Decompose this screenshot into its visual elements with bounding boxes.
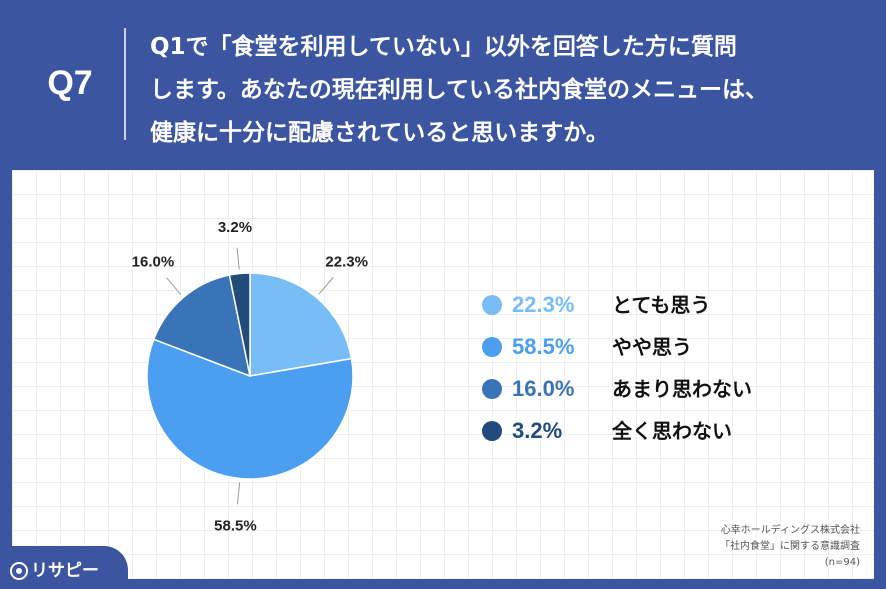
legend-swatch	[482, 421, 502, 441]
leader-line-somewhat	[236, 482, 241, 505]
legend-percent: 16.0%	[512, 376, 575, 401]
question-number: Q7	[47, 64, 93, 102]
pie-slice-not-much	[152, 274, 252, 378]
brand-logo: リサピー	[10, 556, 99, 581]
legend-swatch	[482, 295, 502, 315]
logo-pin-icon	[10, 562, 28, 580]
source-sample-size: (n=94)	[824, 557, 860, 568]
legend-percent: 58.5%	[512, 334, 575, 359]
chart-panel: 22.3% 58.5% 16.0% 3.2% 22.3% とても思う 58.5% やや…	[12, 170, 874, 579]
legend-label: 全く思わない	[612, 419, 732, 443]
header-divider	[124, 28, 126, 140]
legend-label: あまり思わない	[612, 377, 752, 401]
pie-slice-not-at-all	[228, 272, 251, 377]
legend-swatch	[482, 337, 502, 357]
leader-line-not-at-all	[236, 247, 240, 270]
legend-item: 22.3% とても思う	[482, 288, 862, 330]
leader-line-not-much	[166, 277, 182, 295]
data-label-not-at-all: 3.2%	[218, 219, 252, 236]
pie-slice-very-much	[249, 272, 353, 377]
legend-percent: 22.3%	[512, 292, 575, 317]
data-label-not-much: 16.0%	[132, 254, 175, 271]
legend: 22.3% とても思う 58.5% やや思う 16.0% あまり思わない 3.2…	[482, 288, 862, 456]
source-company: 心幸ホールディングス株式会社	[720, 525, 860, 536]
legend-item: 58.5% やや思う	[482, 330, 862, 372]
legend-swatch	[482, 379, 502, 399]
data-label-somewhat: 58.5%	[214, 517, 257, 534]
pie-chart: 22.3% 58.5% 16.0% 3.2%	[132, 219, 368, 535]
header: Q7 Q1で「食堂を利用していない」以外を回答した方に質問 します。あなたの現在…	[0, 0, 886, 170]
question-text: Q1で「食堂を利用していない」以外を回答した方に質問 します。あなたの現在利用し…	[150, 34, 769, 146]
leader-line-very-much	[318, 277, 334, 295]
source-survey: 「社内食堂」に関する意識調査	[720, 541, 860, 552]
logo-text: リサピー	[31, 561, 99, 581]
legend-label: やや思う	[612, 335, 692, 359]
source-note: 心幸ホールディングス株式会社 「社内食堂」に関する意識調査 (n=94)	[720, 523, 860, 571]
data-label-very-much: 22.3%	[325, 253, 368, 270]
pie-slice-somewhat	[146, 338, 354, 480]
legend-item: 3.2% 全く思わない	[482, 414, 862, 456]
legend-item: 16.0% あまり思わない	[482, 372, 862, 414]
legend-percent: 3.2%	[512, 418, 563, 443]
legend-label: とても思う	[612, 293, 711, 317]
